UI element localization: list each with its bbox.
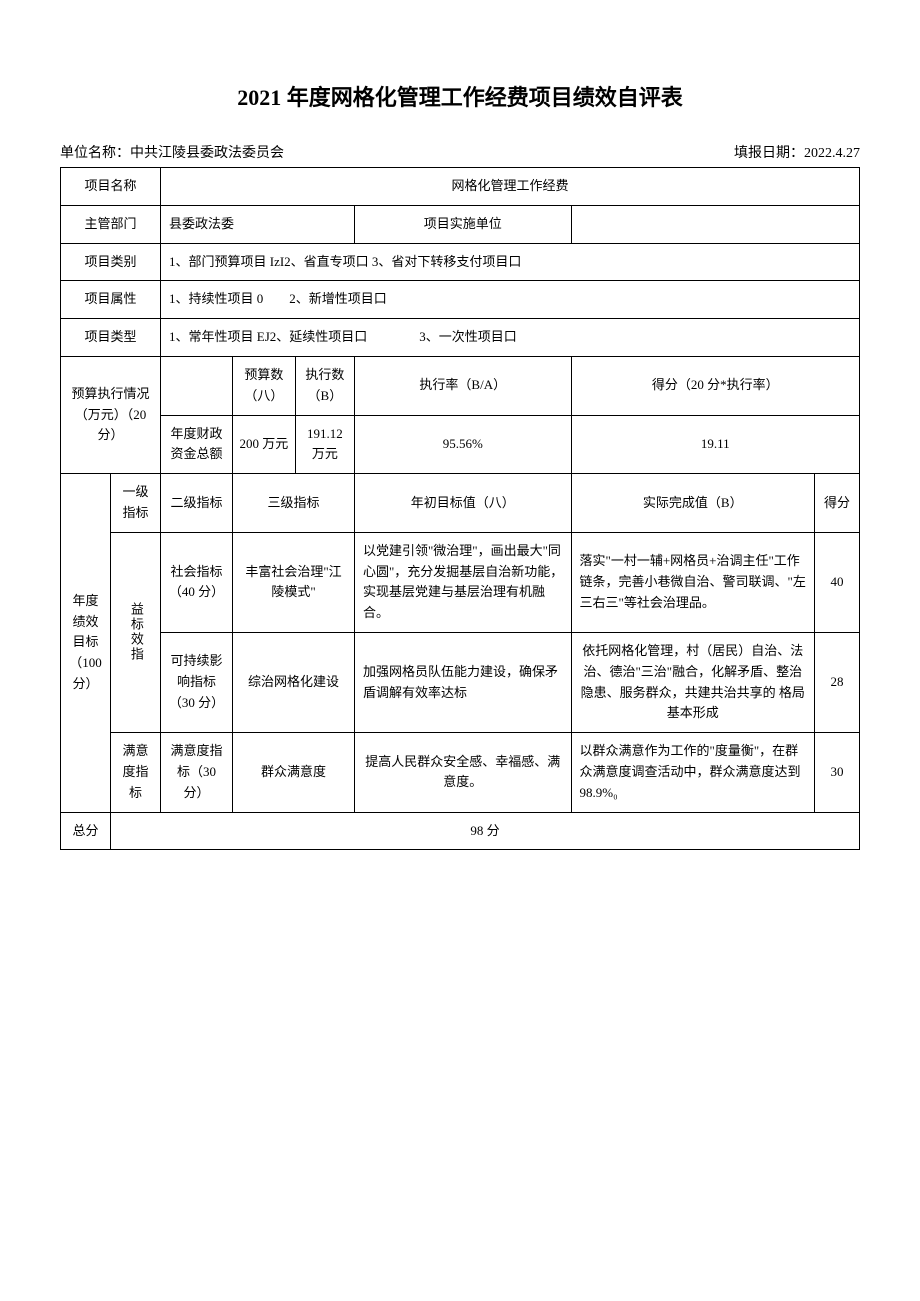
perf-row-l3: 群众满意度 [233, 733, 355, 812]
project-attr-label: 项目属性 [61, 281, 161, 319]
satisfaction-label: 满意度指标 [111, 733, 161, 812]
page-title: 2021 年度网格化管理工作经费项目绩效自评表 [60, 80, 860, 112]
header-row: 单位名称：中共江陵县委政法委员会 填报日期：2022.4.27 [60, 142, 860, 162]
budget-col-score: 得分（20 分*执行率） [571, 356, 859, 415]
rate-val: 95.56% [354, 415, 571, 474]
col-target: 年初目标值（八） [354, 474, 571, 533]
col-l1: 一级指标 [111, 474, 161, 533]
perf-row-target: 以党建引领"微治理"，画出最大"同心圆"，充分发掘基层自治新功能， 实现基层党建… [354, 532, 571, 632]
perf-row-l3: 综治网格化建设 [233, 632, 355, 732]
perf-row-target: 加强网格员队伍能力建设，确保矛盾调解有效率达标 [354, 632, 571, 732]
budget-col-exec: 执行数（B） [295, 356, 354, 415]
project-category-value: 1、部门预算项目 IzI2、省直专项口 3、省对下转移支付项目口 [161, 243, 860, 281]
date-value: 2022.4.27 [804, 146, 860, 161]
perf-row-l2: 可持续影响指标（30 分） [161, 632, 233, 732]
col-actual: 实际完成值（B） [571, 474, 814, 533]
col-l2: 二级指标 [161, 474, 233, 533]
main-table: 项目名称 网格化管理工作经费 主管部门 县委政法委 项目实施单位 项目类别 1、… [60, 167, 860, 850]
benefit-label: 益标效指 [111, 532, 161, 732]
performance-section-label: 年度绩效目标（100 分） [61, 474, 111, 812]
supervisor-value: 县委政法委 [161, 205, 355, 243]
perf-row-l3: 丰富社会治理"江陵模式" [233, 532, 355, 632]
perf-row-target: 提高人民群众安全感、幸福感、满意度。 [354, 733, 571, 812]
total-value: 98 分 [111, 812, 860, 850]
unit-name: 中共江陵县委政法委员会 [130, 146, 284, 161]
unit-label: 单位名称： [60, 146, 130, 161]
perf-row-score: 28 [815, 632, 860, 732]
perf-row-score: 30 [815, 733, 860, 812]
project-type-label: 项目类型 [61, 319, 161, 357]
project-category-label: 项目类别 [61, 243, 161, 281]
total-label: 总分 [61, 812, 111, 850]
project-type-value: 1、常年性项目 EJ2、延续性项目口 3、一次性项目口 [161, 319, 860, 357]
project-name-label: 项目名称 [61, 168, 161, 206]
perf-row-l2: 社会指标（40 分） [161, 532, 233, 632]
project-attr-value: 1、持续性项目 0 2、新增性项目口 [161, 281, 860, 319]
col-score: 得分 [815, 474, 860, 533]
project-name-value: 网格化管理工作经费 [161, 168, 860, 206]
budget-col-rate: 执行率（B/A） [354, 356, 571, 415]
budget-row-label: 年度财政资金总额 [161, 415, 233, 474]
perf-row-actual: 以群众满意作为工作的"度量衡"，在群众满意度调查活动中，群众满意度达到 98.9… [571, 733, 814, 812]
budget-val: 200 万元 [233, 415, 296, 474]
perf-row-actual: 依托网格化管理，村（居民）自治、法治、德治"三治"融合，化解矛盾、整治隐患、服务… [571, 632, 814, 732]
budget-section-label: 预算执行情况（万元）（20 分） [61, 356, 161, 473]
perf-row-l2: 满意度指标（30 分） [161, 733, 233, 812]
score-val: 19.11 [571, 415, 859, 474]
budget-col-budget: 预算数（八） [233, 356, 296, 415]
impl-unit-value [571, 205, 859, 243]
perf-row-actual: 落实"一村一辅+网格员+治调主任"工作链条，完善小巷微自治、警司联调、"左三右三… [571, 532, 814, 632]
budget-empty [161, 356, 233, 415]
date-label: 填报日期： [734, 146, 804, 161]
exec-val: 191.12 万元 [295, 415, 354, 474]
impl-unit-label: 项目实施单位 [354, 205, 571, 243]
col-l3: 三级指标 [233, 474, 355, 533]
supervisor-label: 主管部门 [61, 205, 161, 243]
perf-row-score: 40 [815, 532, 860, 632]
